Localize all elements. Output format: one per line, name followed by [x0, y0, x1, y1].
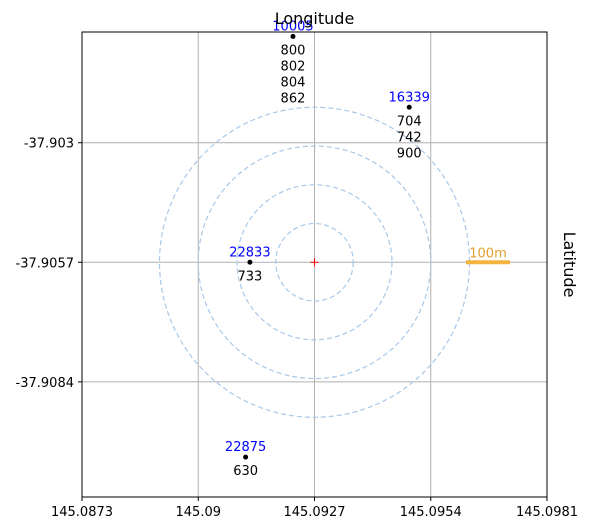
route-label: 800	[281, 43, 306, 58]
route-label: 862	[281, 91, 306, 106]
chart-title: Longitude	[275, 9, 355, 28]
x-tick-label: 145.0954	[400, 505, 462, 520]
stop-id-label: 22833	[229, 245, 270, 260]
stop-id-label: 22875	[225, 440, 266, 455]
stop-point	[247, 259, 253, 265]
distance-ring	[236, 184, 393, 341]
route-label: 733	[238, 269, 263, 284]
axis-ticks: 145.0873 145.09 145.0927 145.0954 145.0981 -3…	[16, 137, 578, 520]
stop-point	[243, 454, 249, 460]
stop-point	[406, 104, 412, 110]
distance-ring	[275, 222, 354, 302]
route-label: 802	[281, 59, 306, 74]
stop-id-label: 16339	[389, 90, 430, 105]
scale-bar-label: 100m	[469, 246, 506, 261]
route-label: 900	[397, 146, 422, 161]
y-tick-label: -37.9057	[16, 256, 74, 271]
x-tick-label: 145.0927	[283, 505, 345, 520]
scale-bar: 100m	[466, 246, 510, 265]
route-label: 742	[397, 130, 422, 145]
y-tick-label: -37.903	[24, 137, 74, 152]
stop-point	[290, 33, 296, 39]
x-tick-label: 145.09	[176, 505, 222, 520]
route-label: 704	[397, 114, 422, 129]
route-label: 804	[281, 75, 306, 90]
distance-ring	[197, 145, 432, 380]
stop-id-label: 10005	[272, 19, 313, 34]
x-tick-label: 145.0981	[516, 505, 578, 520]
route-label: 630	[233, 464, 258, 479]
y-tick-label: -37.9084	[16, 376, 74, 391]
center-marker	[310, 258, 319, 267]
y-axis-label: Latitude	[560, 232, 579, 298]
x-tick-label: 145.0873	[51, 505, 113, 520]
